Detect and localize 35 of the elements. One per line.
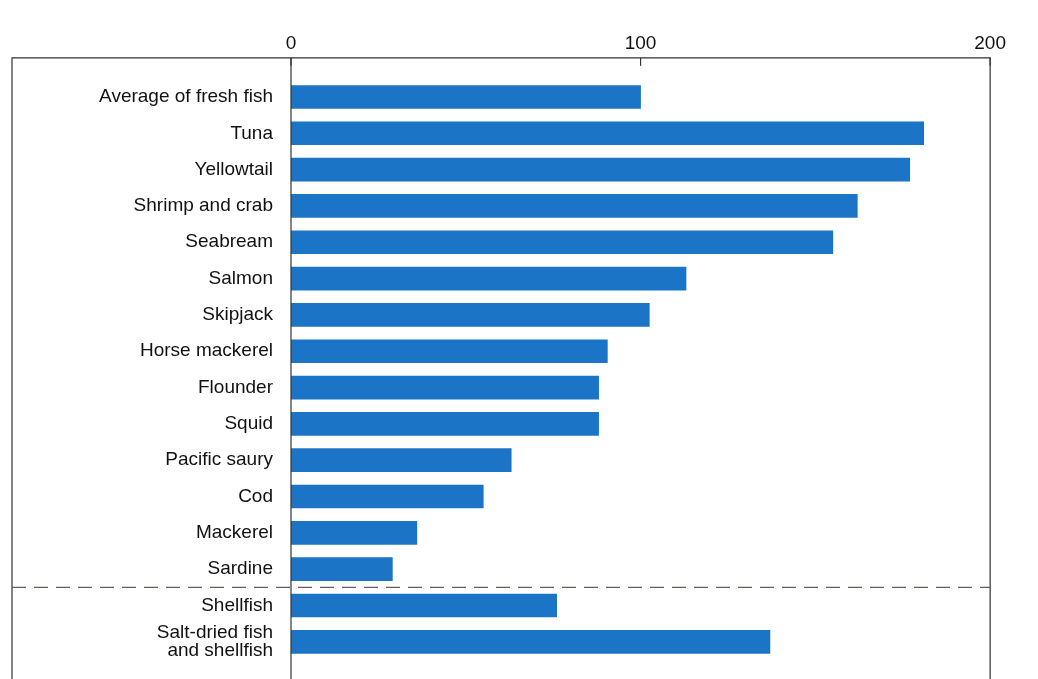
- bar: [291, 375, 599, 400]
- y-tick-label: Horse mackerel: [139, 339, 273, 361]
- y-tick-label: Cod: [238, 484, 273, 506]
- y-tick-label: Shellfish: [201, 593, 273, 615]
- y-tick-label: Squid: [224, 412, 273, 434]
- bar: [291, 230, 834, 255]
- y-tick-label: Seabream: [185, 230, 273, 252]
- bar: [291, 629, 771, 654]
- y-tick-label: Salt-dried fish and shellfish: [156, 621, 273, 661]
- x-tick-label: 0: [285, 31, 297, 53]
- bar: [291, 266, 687, 291]
- bar: [291, 121, 925, 146]
- x-tick-label: 100: [624, 31, 657, 53]
- bar: [291, 448, 512, 473]
- bar: [291, 521, 418, 545]
- bar: [291, 85, 641, 109]
- y-tick-label: Shrimp and crab: [133, 194, 273, 216]
- bar: [291, 593, 558, 618]
- y-tick-label: Flounder: [198, 375, 274, 397]
- bar: [291, 557, 393, 581]
- y-tick-label: Average of fresh fish: [99, 85, 273, 107]
- bar: [291, 303, 650, 327]
- y-tick-label: Mackerel: [195, 521, 273, 543]
- bar: [291, 157, 911, 182]
- y-tick-label: Skipjack: [202, 303, 274, 325]
- y-tick-label: Yellowtail: [194, 157, 273, 179]
- y-tick-label: Pacific saury: [165, 448, 274, 470]
- bar: [291, 484, 484, 509]
- x-tick-label: 200: [974, 31, 1006, 53]
- y-tick-label: Salmon: [208, 266, 273, 288]
- bar: [291, 339, 608, 364]
- y-tick-label: Tuna: [230, 121, 274, 143]
- y-tick-label: Sardine: [207, 557, 273, 579]
- bar: [291, 194, 858, 218]
- bar: [291, 412, 599, 436]
